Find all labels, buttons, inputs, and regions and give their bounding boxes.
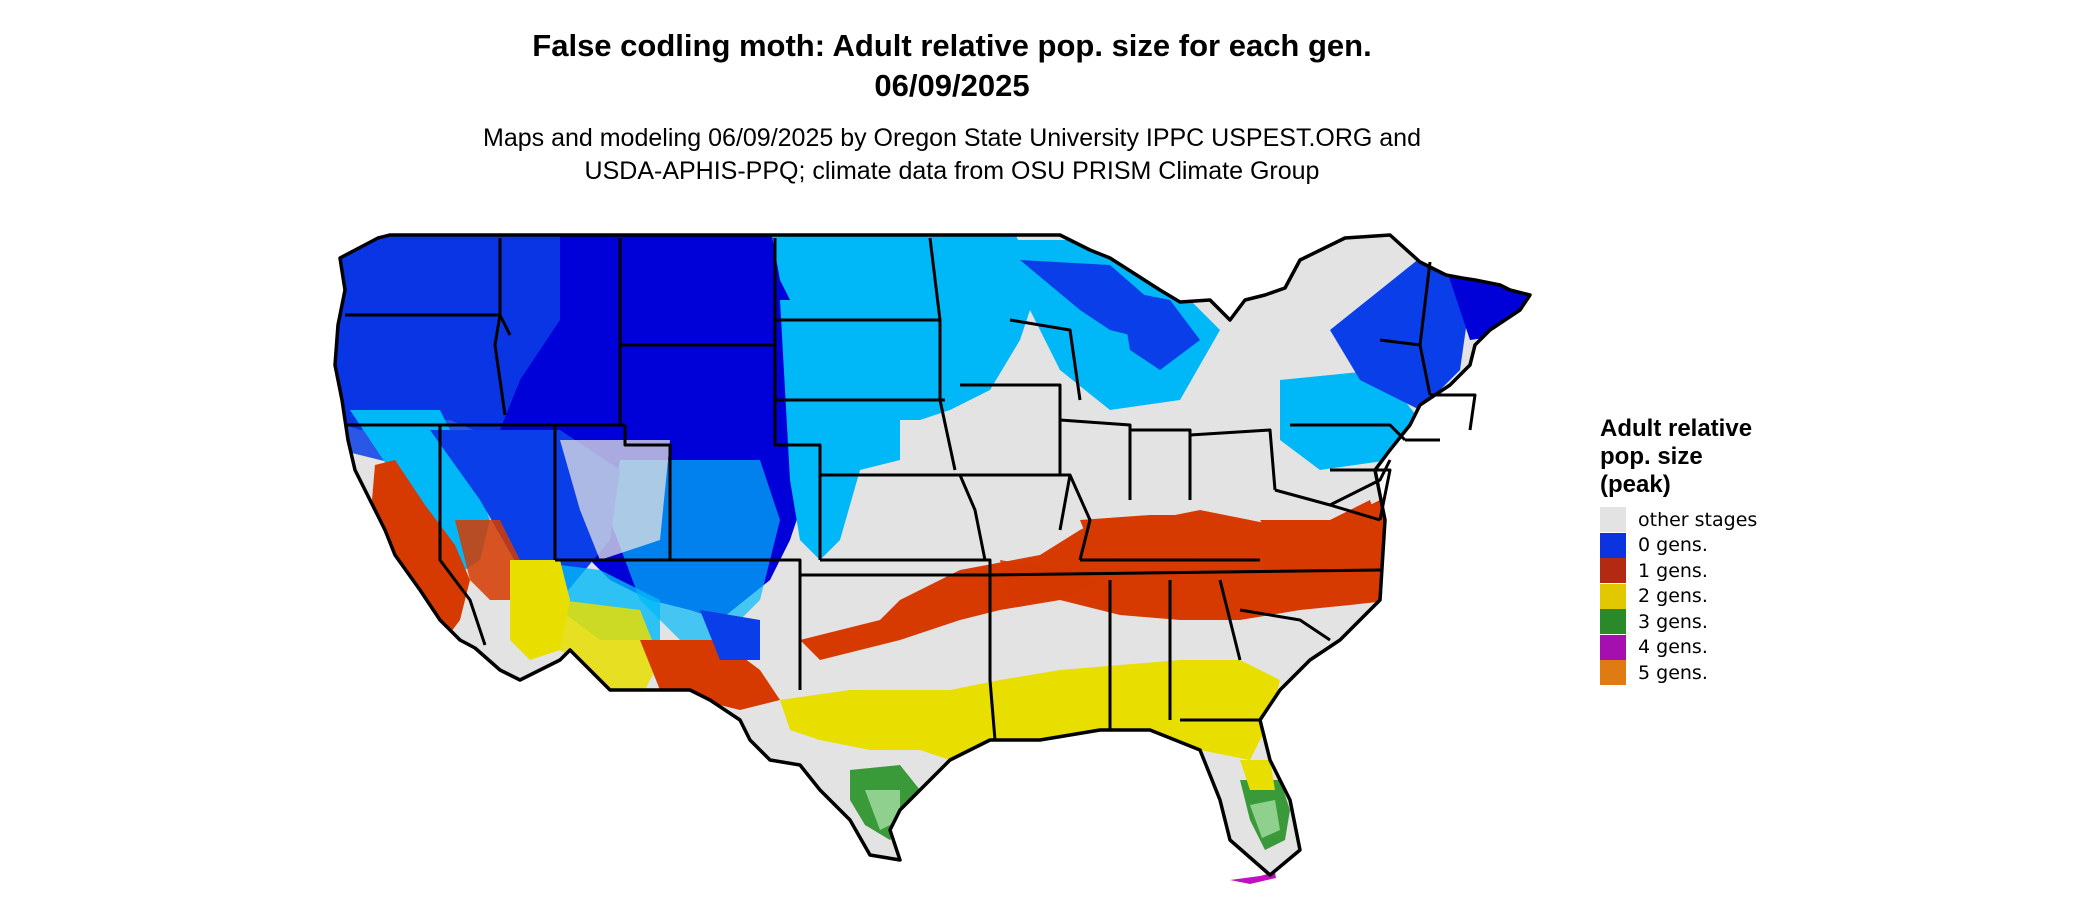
legend-title: Adult relative pop. size (peak) [1600, 415, 1753, 498]
legend-item-other-stages: other stages [1600, 507, 1860, 533]
us-outline [333, 233, 1532, 877]
map-credit-line-1: Maps and modeling 06/09/2025 by Oregon S… [483, 124, 1421, 152]
legend-label: 3 gens. [1638, 610, 1708, 633]
legend-swatch [1600, 507, 1626, 533]
legend-item-4-gens: 4 gens. [1600, 634, 1860, 661]
legend-swatch [1600, 660, 1626, 686]
map-legend: Adult relative pop. size (peak) other st… [1600, 415, 1860, 686]
legend-swatch [1600, 609, 1626, 635]
legend-item-2-gens: 2 gens. [1600, 583, 1860, 610]
legend-swatch [1600, 532, 1626, 558]
legend-item-0-gens: 0 gens. [1600, 532, 1860, 559]
map-title: False codling moth: Adult relative pop. … [532, 28, 1372, 63]
state-borders [345, 237, 1477, 741]
legend-label: other stages [1638, 508, 1758, 531]
us-map [333, 233, 1532, 884]
map-credit-line-2: USDA-APHIS-PPQ; climate data from OSU PR… [584, 157, 1320, 185]
legend-swatch [1600, 583, 1626, 609]
legend-label: 0 gens. [1638, 534, 1708, 557]
florida-keys-region [1230, 872, 1276, 884]
legend-label: 4 gens. [1638, 636, 1708, 659]
map-date: 06/09/2025 [874, 68, 1030, 103]
legend-item-5-gens: 5 gens. [1600, 660, 1860, 686]
legend-item-1-gens: 1 gens. [1600, 558, 1860, 584]
legend-item-3-gens: 3 gens. [1600, 609, 1860, 635]
legend-label: 5 gens. [1638, 661, 1708, 684]
legend-label: 2 gens. [1638, 585, 1708, 608]
legend-swatch [1600, 634, 1626, 660]
legend-label: 1 gens. [1638, 559, 1708, 582]
legend-swatch [1600, 558, 1626, 584]
